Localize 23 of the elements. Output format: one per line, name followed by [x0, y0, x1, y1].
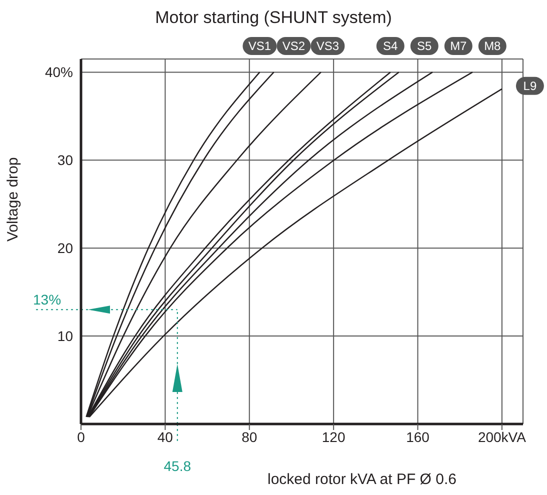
series-label: VS2 — [282, 39, 306, 53]
y-tick-label: 10 — [57, 328, 74, 344]
y-tick-label: 20 — [57, 240, 74, 256]
series-label: VS3 — [316, 39, 340, 53]
text: S5 — [417, 39, 432, 53]
chart-title: Motor starting (SHUNT system) — [154, 8, 393, 28]
series-label: L9 — [523, 78, 537, 93]
x-tick-label: 160 — [406, 428, 430, 445]
y-tick-label: 30 — [57, 152, 74, 168]
series-label: S4 — [383, 39, 398, 53]
x-tick-label: 80 — [242, 428, 258, 445]
x-tick-label: 40 — [157, 428, 174, 445]
y-axis-title: Voltage drop — [4, 157, 22, 242]
ref-line-label: 13% — [33, 292, 62, 308]
ref-line-label: 45.8 — [164, 458, 192, 474]
x-axis-title: locked rotor kVA at PF Ø 0.6 — [268, 471, 456, 488]
series-label: M8 — [484, 39, 502, 53]
x-tick-label: 120 — [322, 428, 346, 445]
x-tick-label: 0 — [77, 428, 86, 445]
x-tick-label: 200kVA — [478, 428, 527, 445]
text: M7 — [450, 39, 468, 53]
y-tick-label: 40% — [44, 64, 73, 80]
series-label: VS1 — [248, 39, 272, 53]
